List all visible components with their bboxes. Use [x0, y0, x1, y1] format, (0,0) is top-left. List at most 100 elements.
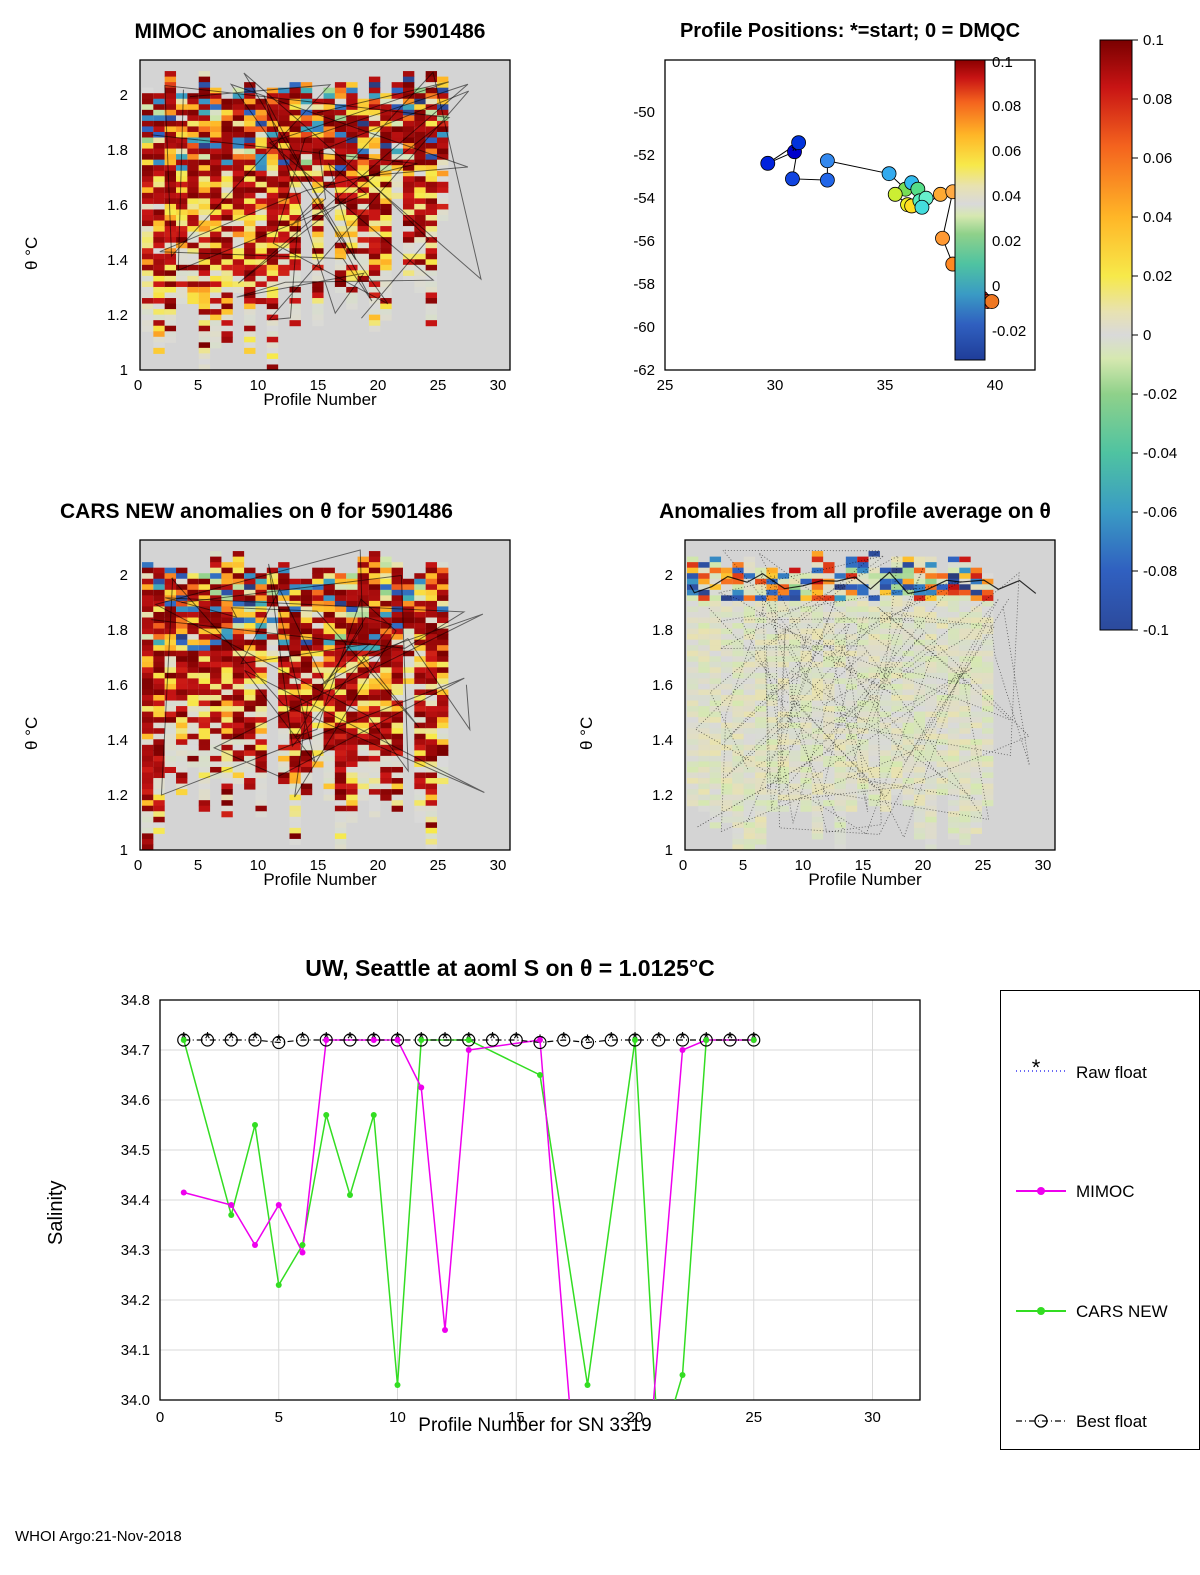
svg-text:20: 20: [627, 1409, 644, 1426]
svg-text:30: 30: [767, 377, 784, 394]
svg-text:34.8: 34.8: [121, 995, 150, 1009]
svg-text:0.04: 0.04: [992, 188, 1021, 205]
svg-text:-52: -52: [633, 147, 655, 164]
svg-text:15: 15: [855, 857, 872, 874]
svg-text:15: 15: [310, 377, 327, 394]
svg-text:15: 15: [310, 857, 327, 874]
profile-positions-title: Profile Positions: *=start; 0 = DMQC: [610, 20, 1090, 43]
svg-text:10: 10: [795, 857, 812, 874]
svg-text:20: 20: [370, 857, 387, 874]
legend-cars-new: CARS NEW: [1076, 1302, 1168, 1321]
footer-label: WHOI Argo:21-Nov-2018: [15, 1528, 182, 1545]
svg-text:34.3: 34.3: [121, 1242, 150, 1259]
svg-text:25: 25: [430, 857, 447, 874]
legend-best-float: Best float: [1076, 1412, 1147, 1431]
colorbar-top: 0.1 0.08 0.06 0.04 0.02 0 -0.02: [940, 55, 1080, 455]
svg-text:1.8: 1.8: [652, 622, 673, 639]
svg-text:-0.1: -0.1: [1143, 622, 1169, 639]
svg-text:-62: -62: [633, 362, 655, 379]
legend-raw-float: Raw float: [1076, 1063, 1147, 1082]
svg-text:0.08: 0.08: [1143, 91, 1172, 108]
svg-text:0: 0: [992, 278, 1000, 295]
cars-ylabel: θ °C: [22, 630, 42, 750]
svg-text:0: 0: [679, 857, 687, 874]
svg-text:34.5: 34.5: [121, 1142, 150, 1159]
svg-text:0: 0: [134, 377, 142, 394]
svg-text:1.6: 1.6: [107, 677, 128, 694]
svg-text:0: 0: [1143, 327, 1151, 344]
svg-text:5: 5: [194, 857, 202, 874]
svg-text:1.4: 1.4: [107, 732, 128, 749]
svg-text:25: 25: [745, 1409, 762, 1426]
cars-anomaly-plot[interactable]: 0 5 10 15 20 25 30 1 1.2 1.4 1.6 1.8 2: [80, 535, 580, 935]
salinity-legend[interactable]: * Raw float MIMOC CARS NEW Best float: [1000, 990, 1200, 1450]
cars-title: CARS NEW anomalies on θ for 5901486: [60, 500, 560, 524]
svg-text:-0.02: -0.02: [1143, 386, 1177, 403]
svg-text:-56: -56: [633, 233, 655, 250]
svg-text:25: 25: [430, 377, 447, 394]
allprofile-anomaly-plot[interactable]: 0 5 10 15 20 25 30 1 1.2 1.4 1.6 1.8 2: [625, 535, 1125, 935]
svg-text:10: 10: [389, 1409, 406, 1426]
svg-text:5: 5: [739, 857, 747, 874]
svg-text:0.08: 0.08: [992, 98, 1021, 115]
svg-text:30: 30: [1035, 857, 1052, 874]
svg-text:10: 10: [250, 377, 267, 394]
mimoc-markers[interactable]: [181, 1037, 757, 1445]
mimoc-anomaly-plot[interactable]: 0 5 10 15 20 25 30 1 1.2 1.4 1.6 1.8 2: [80, 55, 580, 455]
svg-text:0.06: 0.06: [992, 143, 1021, 160]
svg-text:34.0: 34.0: [121, 1392, 150, 1409]
svg-text:30: 30: [864, 1409, 881, 1426]
svg-text:25: 25: [975, 857, 992, 874]
svg-text:15: 15: [508, 1409, 525, 1426]
svg-text:-60: -60: [633, 319, 655, 336]
svg-text:2: 2: [120, 87, 128, 104]
svg-text:-0.08: -0.08: [1143, 563, 1177, 580]
svg-text:0: 0: [134, 857, 142, 874]
colorbar-main: 0.1 0.08 0.06 0.04 0.02 0 -0.02 -0.04 -0.06 -0.08…: [1085, 35, 1200, 655]
svg-text:1.8: 1.8: [107, 142, 128, 159]
svg-text:1.4: 1.4: [107, 252, 128, 269]
svg-text:1.2: 1.2: [107, 787, 128, 804]
svg-text:34.6: 34.6: [121, 1092, 150, 1109]
svg-text:0.1: 0.1: [992, 55, 1013, 71]
svg-text:35: 35: [877, 377, 894, 394]
salinity-title: UW, Seattle at aoml S on θ = 1.0125°C: [60, 955, 960, 982]
allprofile-ylabel: θ °C: [577, 630, 597, 750]
legend-mimoc: MIMOC: [1076, 1182, 1135, 1201]
svg-text:1.4: 1.4: [652, 732, 673, 749]
cars-new-markers[interactable]: [181, 1037, 757, 1445]
svg-text:20: 20: [370, 377, 387, 394]
svg-text:34.4: 34.4: [121, 1192, 150, 1209]
svg-text:*: *: [1032, 1055, 1041, 1080]
svg-text:-50: -50: [633, 104, 655, 121]
cars-new-line[interactable]: [184, 1040, 754, 1445]
svg-text:-58: -58: [633, 276, 655, 293]
svg-text:2: 2: [120, 567, 128, 584]
svg-text:-0.04: -0.04: [1143, 445, 1177, 462]
svg-text:-0.02: -0.02: [992, 323, 1026, 340]
svg-text:1.2: 1.2: [107, 307, 128, 324]
svg-text:0.06: 0.06: [1143, 150, 1172, 167]
allprofile-title: Anomalies from all profile average on θ: [605, 500, 1105, 524]
svg-text:30: 30: [490, 857, 507, 874]
svg-text:0.04: 0.04: [1143, 209, 1172, 226]
svg-text:34.2: 34.2: [121, 1292, 150, 1309]
svg-text:-54: -54: [633, 190, 655, 207]
svg-text:1: 1: [665, 842, 673, 859]
mimoc-line[interactable]: [184, 1040, 754, 1445]
svg-text:1: 1: [120, 362, 128, 379]
colorbar-gradient[interactable]: [1100, 40, 1132, 630]
svg-text:0.02: 0.02: [992, 233, 1021, 250]
svg-text:1.2: 1.2: [652, 787, 673, 804]
svg-text:5: 5: [194, 377, 202, 394]
svg-text:5: 5: [275, 1409, 283, 1426]
svg-text:1.6: 1.6: [107, 197, 128, 214]
svg-text:0.1: 0.1: [1143, 35, 1164, 49]
salinity-ylabel: Salinity: [45, 1125, 68, 1245]
mimoc-title: MIMOC anomalies on θ for 5901486: [60, 20, 560, 44]
svg-text:20: 20: [915, 857, 932, 874]
svg-text:2: 2: [665, 567, 673, 584]
svg-text:1.8: 1.8: [107, 622, 128, 639]
svg-text:34.7: 34.7: [121, 1042, 150, 1059]
